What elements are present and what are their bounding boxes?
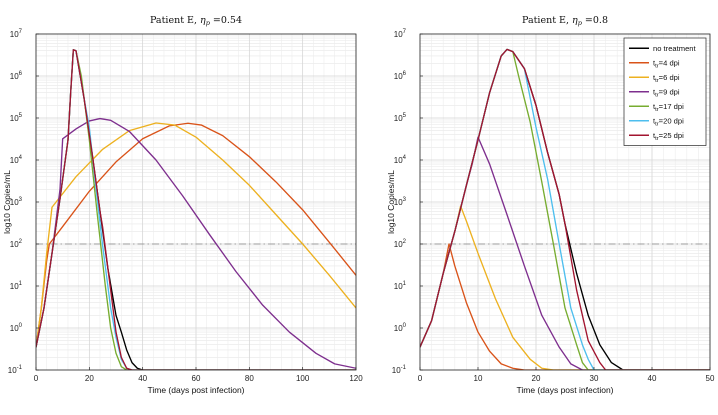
y-axis-label: log10 Copies/mL <box>386 170 396 234</box>
legend-entry-5: ttr=20 dpi <box>653 117 684 128</box>
y-tick-label: 105 <box>10 113 23 123</box>
y-tick-label: 10-1 <box>8 365 23 375</box>
x-axis-label: Time (days post infection) <box>517 385 614 395</box>
chart-left-panel: 0 20 40 60 80 100 120 10-1 100 101 102 103 104 105 106… <box>2 15 363 395</box>
chart-title: Patient E, ηp =0.8 <box>522 15 608 27</box>
legend-entry-2: ttr=6 dpi <box>653 73 680 84</box>
series-group <box>420 48 710 370</box>
x-tick-label: 100 <box>296 374 310 383</box>
y-tick-label: 100 <box>10 323 23 333</box>
x-axis-label: Time (days post infection) <box>148 385 245 395</box>
x-tick-label: 50 <box>706 374 715 383</box>
y-tick-label: 106 <box>10 71 23 81</box>
legend-entry-3: ttr=9 dpi <box>653 88 680 99</box>
x-tick-label: 120 <box>349 374 363 383</box>
legend-entry-4: ttr=17 dpi <box>653 102 684 113</box>
series-line-6 <box>36 49 356 370</box>
y-tick-label: 104 <box>10 155 23 165</box>
x-tick-label: 30 <box>590 374 599 383</box>
y-tick-label: 102 <box>394 239 407 249</box>
legend-entry-0: no treatment <box>653 44 697 53</box>
series-line-3 <box>36 117 356 369</box>
legend-entry-1: ttr=4 dpi <box>653 59 680 70</box>
legend-entry-6: ttr=25 dpi <box>653 131 684 142</box>
x-tick-label: 80 <box>245 374 254 383</box>
series-line-2 <box>36 122 356 348</box>
chart-title: Patient E, ηp =0.54 <box>150 15 242 27</box>
y-tick-label: 102 <box>10 239 23 249</box>
x-tick-label: 40 <box>648 374 657 383</box>
y-tick-label: 107 <box>10 29 23 39</box>
x-tick-label: 10 <box>474 374 483 383</box>
y-tick-label: 101 <box>394 281 407 291</box>
x-tick-label: 0 <box>418 374 423 383</box>
x-tick-label: 40 <box>138 374 147 383</box>
y-tick-label: 103 <box>394 197 407 207</box>
chart-right-panel: 0 10 20 30 40 50 10-1 100 101 102 103 104 105 106 107 P… <box>386 15 715 395</box>
legend: no treatment ttr=4 dpi ttr=6 dpi ttr=9 dpi t… <box>623 37 707 146</box>
y-tick-label: 106 <box>394 71 407 81</box>
x-tick-label: 20 <box>85 374 94 383</box>
series-group <box>36 49 356 370</box>
y-tick-label: 100 <box>394 323 407 333</box>
series-line-1 <box>36 122 356 348</box>
y-tick-label: 101 <box>10 281 23 291</box>
x-tick-label: 0 <box>34 374 39 383</box>
y-tick-label: 104 <box>394 155 407 165</box>
x-tick-label: 20 <box>532 374 541 383</box>
y-tick-label: 103 <box>10 197 23 207</box>
series-line-6 <box>420 48 710 370</box>
y-tick-label: 10-1 <box>392 365 407 375</box>
y-tick-label: 105 <box>394 113 407 123</box>
y-axis-label: log10 Copies/mL <box>2 170 12 234</box>
grid <box>35 33 357 371</box>
y-tick-label: 107 <box>394 29 407 39</box>
x-tick-label: 60 <box>192 374 201 383</box>
